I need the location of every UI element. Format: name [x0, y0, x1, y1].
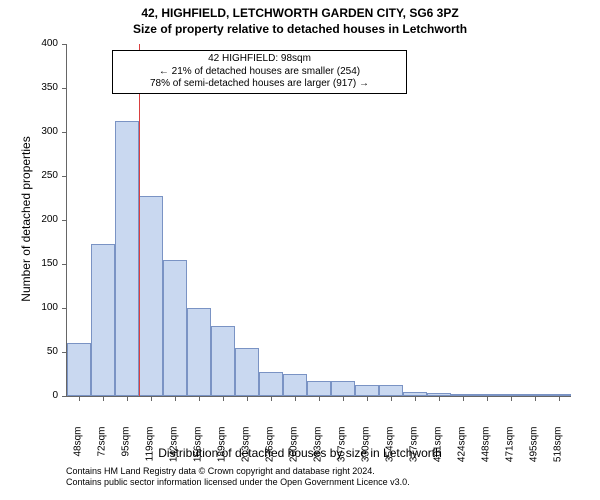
attribution-line1: Contains HM Land Registry data © Crown c…: [66, 466, 410, 477]
x-tick: [559, 396, 560, 401]
x-tick: [367, 396, 368, 401]
histogram-bar: [379, 385, 403, 396]
x-tick: [79, 396, 80, 401]
histogram-bar: [139, 196, 163, 396]
info-box-line2: ← 21% of detached houses are smaller (25…: [117, 66, 402, 79]
histogram-bar: [331, 381, 355, 396]
reference-line: [139, 44, 140, 396]
plot-area: [66, 44, 571, 397]
x-tick: [343, 396, 344, 401]
histogram-bar: [91, 244, 115, 396]
histogram-bar: [211, 326, 235, 396]
chart-title-line1: 42, HIGHFIELD, LETCHWORTH GARDEN CITY, S…: [0, 6, 600, 20]
histogram-bar: [283, 374, 307, 396]
x-tick: [295, 396, 296, 401]
y-tick: [62, 176, 67, 177]
x-tick: [487, 396, 488, 401]
y-tick: [62, 220, 67, 221]
x-tick: [391, 396, 392, 401]
x-tick: [439, 396, 440, 401]
x-tick: [127, 396, 128, 401]
x-tick: [103, 396, 104, 401]
x-tick: [199, 396, 200, 401]
x-tick: [535, 396, 536, 401]
histogram-bar: [235, 348, 259, 396]
histogram-bar: [187, 308, 211, 396]
x-tick: [463, 396, 464, 401]
histogram-bar: [115, 121, 139, 396]
histogram-bar: [67, 343, 91, 396]
x-tick: [511, 396, 512, 401]
x-tick: [271, 396, 272, 401]
x-tick: [247, 396, 248, 401]
attribution-line2: Contains public sector information licen…: [66, 477, 410, 488]
x-tick: [151, 396, 152, 401]
x-tick: [223, 396, 224, 401]
y-tick-label: 0: [28, 390, 58, 401]
x-axis-label: Distribution of detached houses by size …: [0, 446, 600, 460]
y-axis-label: Number of detached properties: [19, 89, 33, 349]
info-box-line1: 42 HIGHFIELD: 98sqm: [117, 53, 402, 66]
y-tick: [62, 88, 67, 89]
info-box: 42 HIGHFIELD: 98sqm← 21% of detached hou…: [112, 50, 407, 94]
histogram-bar: [307, 381, 331, 396]
y-tick: [62, 44, 67, 45]
x-tick: [319, 396, 320, 401]
histogram-bar: [355, 385, 379, 396]
info-box-line3: 78% of semi-detached houses are larger (…: [117, 78, 402, 91]
attribution: Contains HM Land Registry data © Crown c…: [66, 466, 410, 489]
y-tick: [62, 308, 67, 309]
y-tick-label: 400: [28, 38, 58, 49]
histogram-bar: [163, 260, 187, 396]
y-tick: [62, 264, 67, 265]
y-tick: [62, 396, 67, 397]
x-tick: [175, 396, 176, 401]
y-tick: [62, 132, 67, 133]
x-tick: [415, 396, 416, 401]
histogram-bar: [259, 372, 283, 396]
chart-title-line2: Size of property relative to detached ho…: [0, 22, 600, 36]
